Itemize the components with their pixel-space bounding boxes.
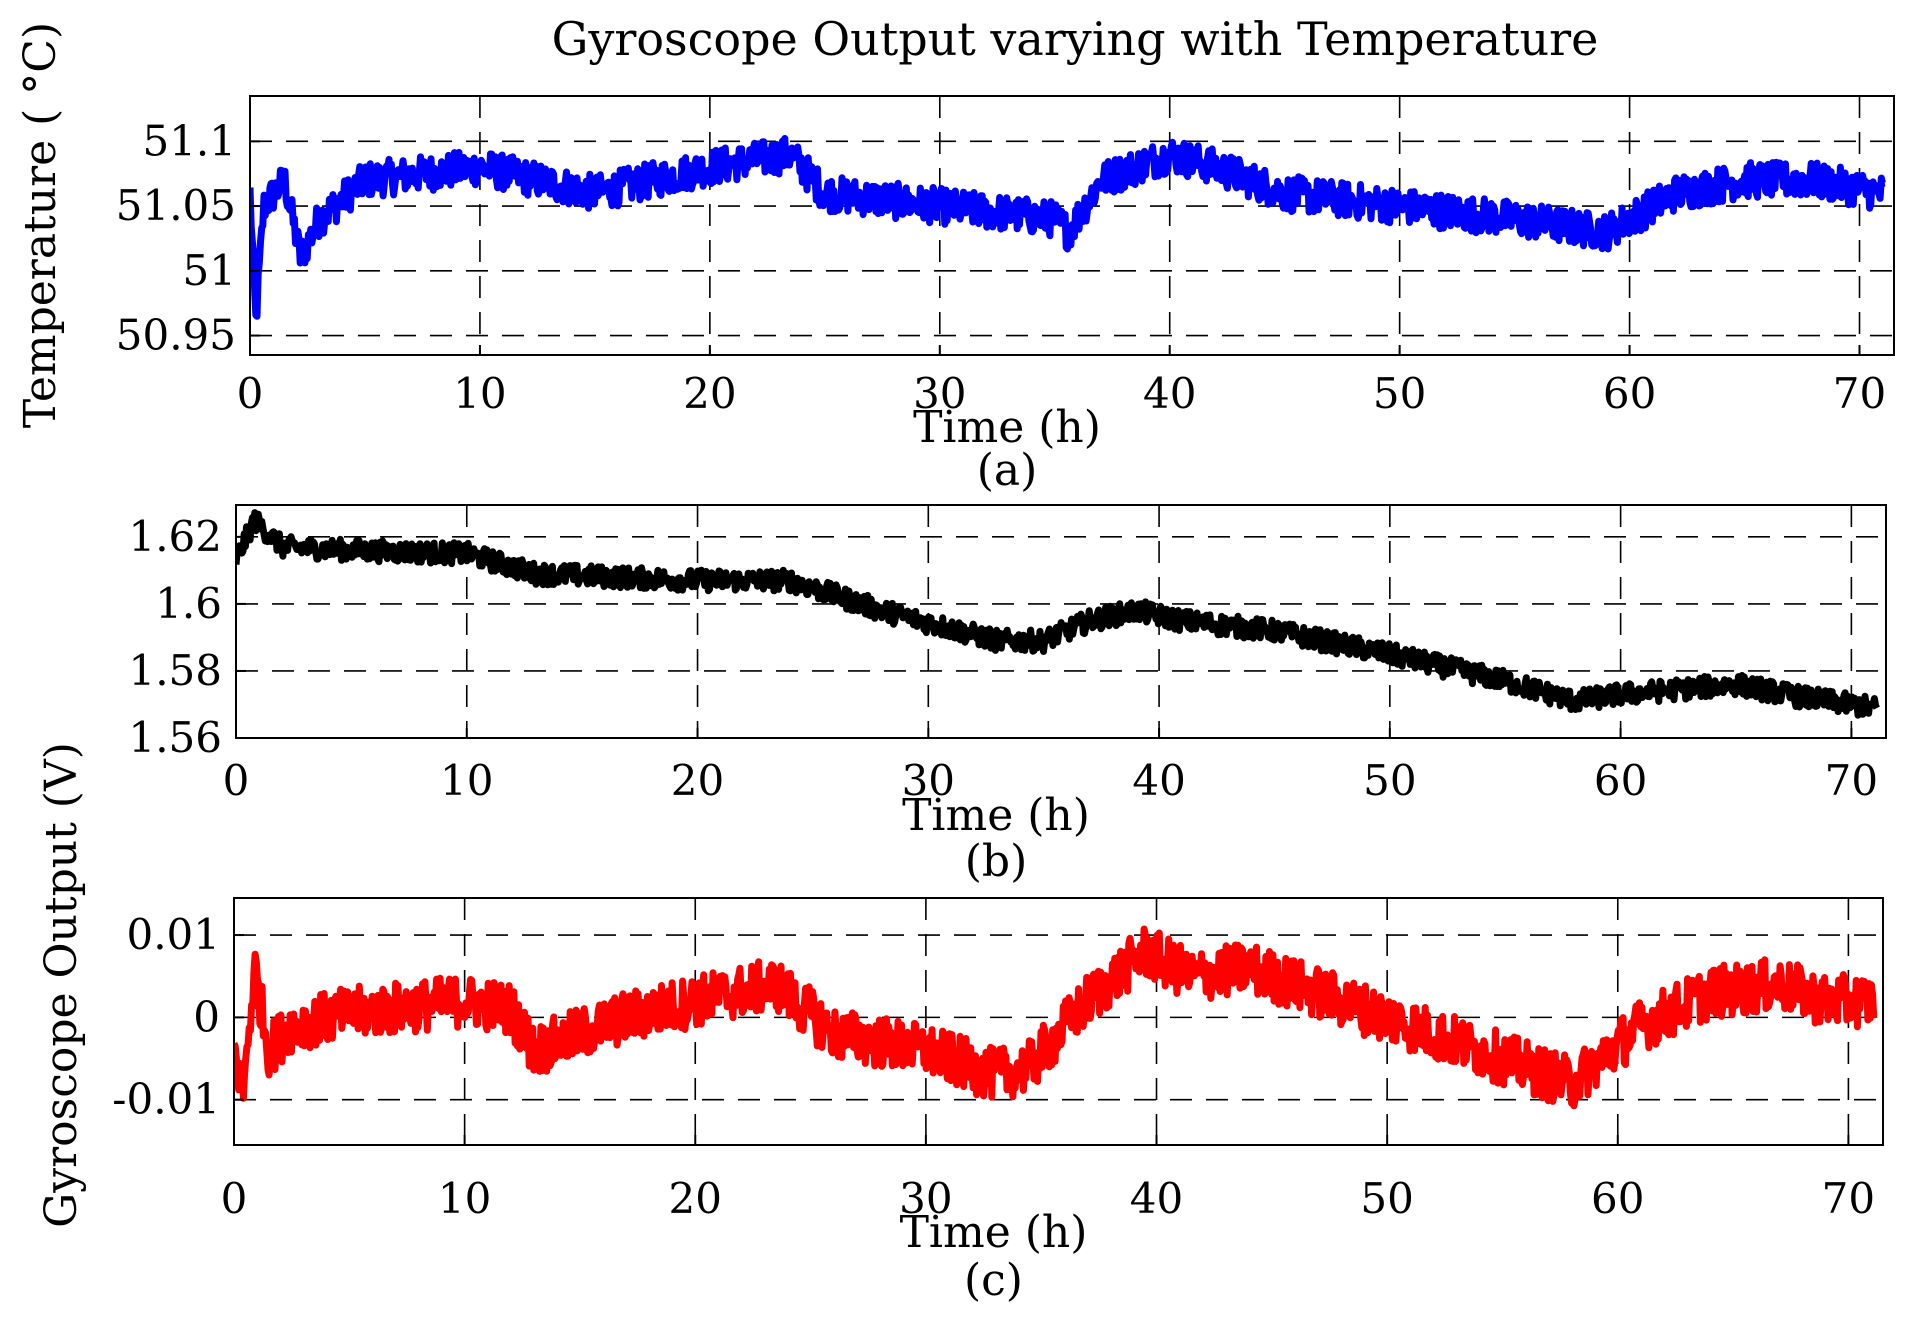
series-line-c	[234, 925, 1878, 1110]
plot-frame-b	[235, 504, 1887, 739]
y-tick-label: 0.01	[126, 910, 220, 959]
panel-c: 0 10 20 30 40 50 60 70 -0.01 0 0.01 Time (h)(c)	[112, 897, 1884, 1306]
chart-title: Gyroscope Output varying with Temperatur…	[552, 12, 1599, 66]
y-tick-label: 51.05	[116, 181, 236, 230]
x-tick-label: 70	[1833, 369, 1886, 418]
y-tick-label: 51.1	[142, 116, 236, 165]
x-tick-label: 10	[440, 756, 493, 805]
x-tick-label: 0	[221, 1174, 248, 1223]
x-tick-label: 40	[1130, 1174, 1183, 1223]
x-tick-label: 10	[453, 369, 506, 418]
panel-caption-a: (a)	[977, 445, 1038, 496]
panel-caption-b: (b)	[965, 836, 1028, 887]
y-tick-label: 1.6	[155, 579, 222, 628]
x-tick-label: 70	[1825, 756, 1878, 805]
y-tick-label: 1.58	[128, 646, 222, 695]
x-axis-label-a: Time (h)	[913, 402, 1101, 453]
y-tick-label: 51	[183, 246, 236, 295]
x-tick-label: 60	[1603, 369, 1656, 418]
x-tick-label: 0	[237, 369, 264, 418]
x-tick-label: 20	[669, 1174, 722, 1223]
x-tick-label: 70	[1822, 1174, 1875, 1223]
plot-frame-a	[249, 95, 1895, 356]
x-tick-label: 30	[913, 369, 966, 418]
x-tick-label: 50	[1360, 1174, 1413, 1223]
y-tick-label: 1.56	[128, 713, 222, 762]
plot-frame-c	[233, 897, 1884, 1146]
x-tick-label: 40	[1143, 369, 1196, 418]
y-tick-label: 1.62	[128, 512, 222, 561]
panel-b: 0 10 20 30 40 50 60 70 1.56 1.58 1.6 1.62 Time (h)(b…	[128, 504, 1887, 887]
x-tick-label: 20	[683, 369, 736, 418]
shared-y-axis-label: Gyroscope Output (V)	[36, 742, 87, 1228]
series-line-a	[250, 135, 1888, 320]
y-tick-label: 0	[193, 992, 220, 1041]
x-tick-label: 50	[1373, 369, 1426, 418]
panel-caption-c: (c)	[964, 1255, 1023, 1306]
y-axis-label-a: Temperature ( °C)	[15, 22, 66, 428]
panel-a: 0 10 20 30 40 50 60 70 50.95 51 51.05 51.1 Time (h)(…	[15, 22, 1895, 496]
x-tick-label: 60	[1594, 756, 1647, 805]
x-tick-label: 0	[223, 756, 250, 805]
y-tick-label: 50.95	[116, 311, 236, 360]
x-tick-label: 20	[671, 756, 724, 805]
x-tick-label: 60	[1591, 1174, 1644, 1223]
y-tick-label: -0.01	[112, 1075, 220, 1124]
x-axis-label-c: Time (h)	[900, 1207, 1088, 1258]
series-line-b	[236, 509, 1880, 719]
x-tick-label: 50	[1363, 756, 1416, 805]
x-tick-label: 10	[438, 1174, 491, 1223]
x-tick-label: 30	[899, 1174, 952, 1223]
x-tick-label: 30	[902, 756, 955, 805]
x-axis-label-b: Time (h)	[902, 790, 1090, 841]
x-tick-label: 40	[1132, 756, 1185, 805]
